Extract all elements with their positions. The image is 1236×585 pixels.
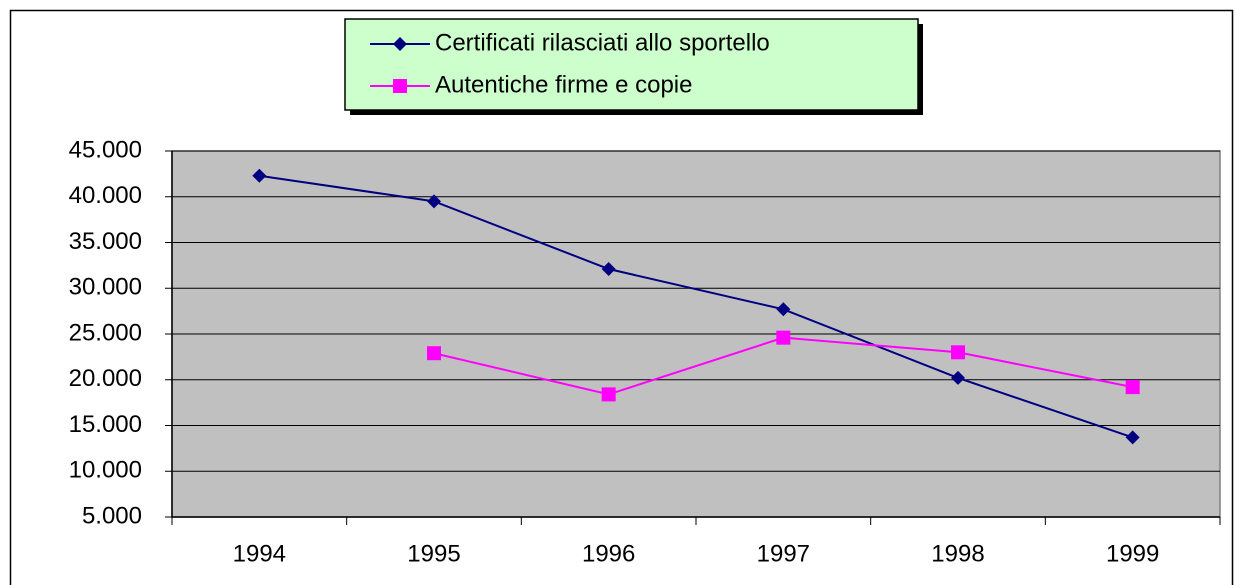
marker — [601, 387, 616, 402]
x-tick-label: 1996 — [582, 540, 635, 567]
x-tick-label: 1994 — [233, 540, 286, 567]
x-tick-label: 1995 — [407, 540, 460, 567]
legend-label: Autentiche firme e copie — [435, 71, 692, 98]
marker — [776, 330, 791, 345]
x-tick-label: 1999 — [1106, 540, 1159, 567]
marker — [1125, 380, 1140, 395]
y-tick-label: 20.000 — [69, 365, 142, 392]
y-tick-label: 40.000 — [69, 182, 142, 209]
marker — [427, 194, 441, 209]
legend — [344, 18, 919, 111]
marker — [951, 345, 965, 360]
x-tick-label: 1997 — [757, 540, 810, 567]
marker — [776, 302, 791, 317]
x-tick-label: 1998 — [931, 540, 984, 567]
marker — [393, 79, 407, 93]
marker — [601, 262, 616, 277]
marker — [951, 370, 965, 385]
y-tick-label: 30.000 — [69, 274, 142, 301]
series-line — [259, 174, 1133, 439]
y-tick-label: 35.000 — [69, 228, 142, 255]
marker — [393, 37, 407, 51]
y-tick-label: 45.000 — [69, 136, 142, 163]
marker — [427, 346, 441, 361]
y-tick-label: 5.000 — [82, 502, 142, 529]
y-tick-label: 15.000 — [69, 411, 142, 438]
marker — [1125, 430, 1140, 445]
y-tick-label: 10.000 — [69, 457, 142, 484]
marker — [252, 168, 267, 183]
legend-label: Certificati rilasciati allo sportello — [435, 29, 770, 56]
y-tick-label: 25.000 — [69, 319, 142, 346]
